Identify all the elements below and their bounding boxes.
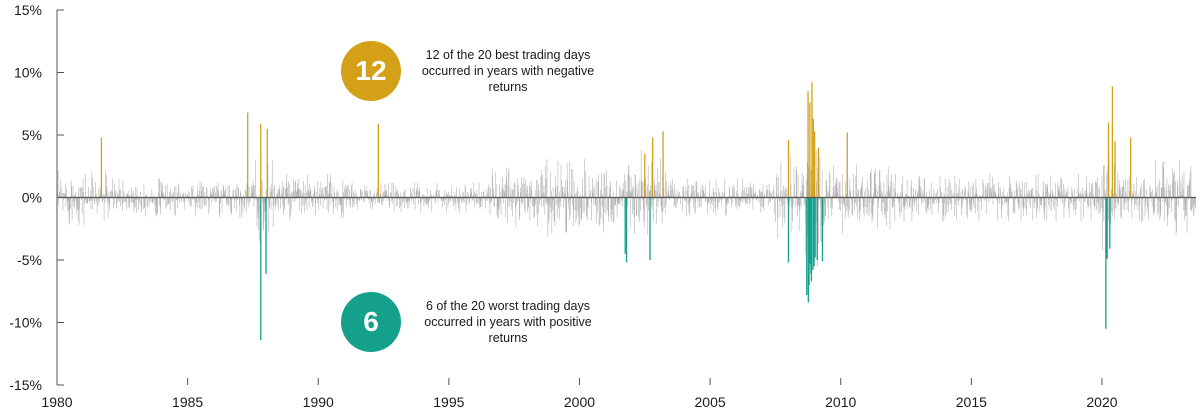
worst-days-note: 6 of the 20 worst trading days occurred … — [424, 299, 592, 345]
x-tick-label: 1990 — [303, 394, 334, 410]
worst-days-count-badge: 6 — [341, 292, 401, 352]
y-axis-ticks: 15% 10% 5% 0% -5% -10% -15% — [9, 2, 64, 393]
y-tick-label: -10% — [9, 315, 42, 331]
x-tick-label: 1985 — [172, 394, 203, 410]
y-tick-label: 0% — [22, 190, 42, 206]
x-tick-label: 1980 — [41, 394, 72, 410]
highlighted-day-bars — [100, 82, 1132, 340]
y-tick-label: 10% — [14, 65, 42, 81]
x-tick-label: 2010 — [825, 394, 856, 410]
best-days-callout: 12 12 of the 20 best trading days occurr… — [341, 41, 603, 101]
x-tick-label: 2020 — [1086, 394, 1117, 410]
y-tick-label: 5% — [22, 127, 42, 143]
y-tick-label: -5% — [17, 252, 42, 268]
x-tick-label: 2015 — [956, 394, 987, 410]
x-tick-label: 2005 — [695, 394, 726, 410]
worst-days-callout: 6 6 of the 20 worst trading days occurre… — [341, 292, 603, 352]
best-days-count-badge: 12 — [341, 41, 401, 101]
best-days-note: 12 of the 20 best trading days occurred … — [421, 48, 595, 94]
x-axis-ticks: 1980 1985 1990 1995 2000 2005 2010 2015 2020 — [41, 378, 1118, 410]
y-tick-label: -15% — [9, 377, 42, 393]
x-tick-label: 1995 — [433, 394, 464, 410]
y-tick-label: 15% — [14, 2, 42, 18]
x-tick-label: 2000 — [564, 394, 595, 410]
